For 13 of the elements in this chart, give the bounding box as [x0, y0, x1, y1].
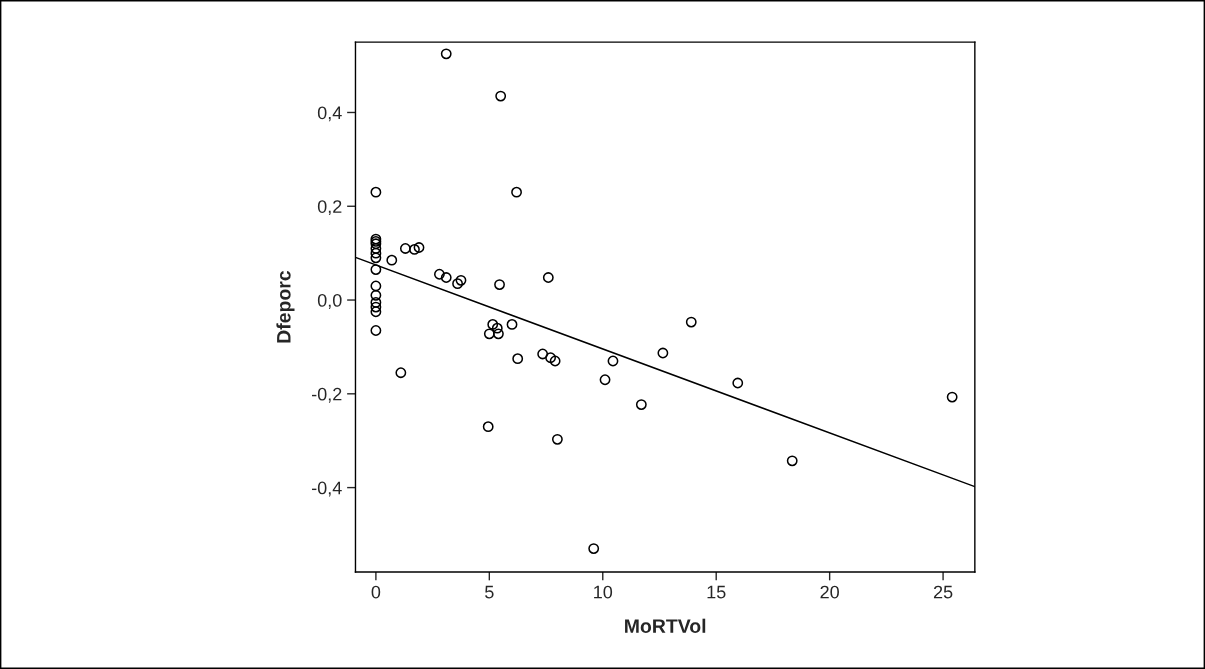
y-tick-label: 0,4 [317, 106, 342, 122]
y-tick-label: -0,2 [311, 387, 342, 403]
x-tick-label: 5 [485, 585, 494, 599]
y-axis-title: Dfeporc [276, 270, 295, 343]
y-tick-label: 0,2 [317, 200, 342, 216]
y-tick-label: 0,0 [317, 293, 342, 309]
x-tick-label: 15 [707, 585, 726, 599]
x-tick-label: 10 [594, 585, 613, 599]
y-tick-label: -0,4 [311, 481, 342, 497]
x-tick-label: 0 [371, 585, 381, 599]
x-axis-title: MoRTVol [625, 618, 706, 633]
x-tick-label: 25 [933, 585, 953, 599]
x-tick-label: 20 [820, 585, 839, 599]
